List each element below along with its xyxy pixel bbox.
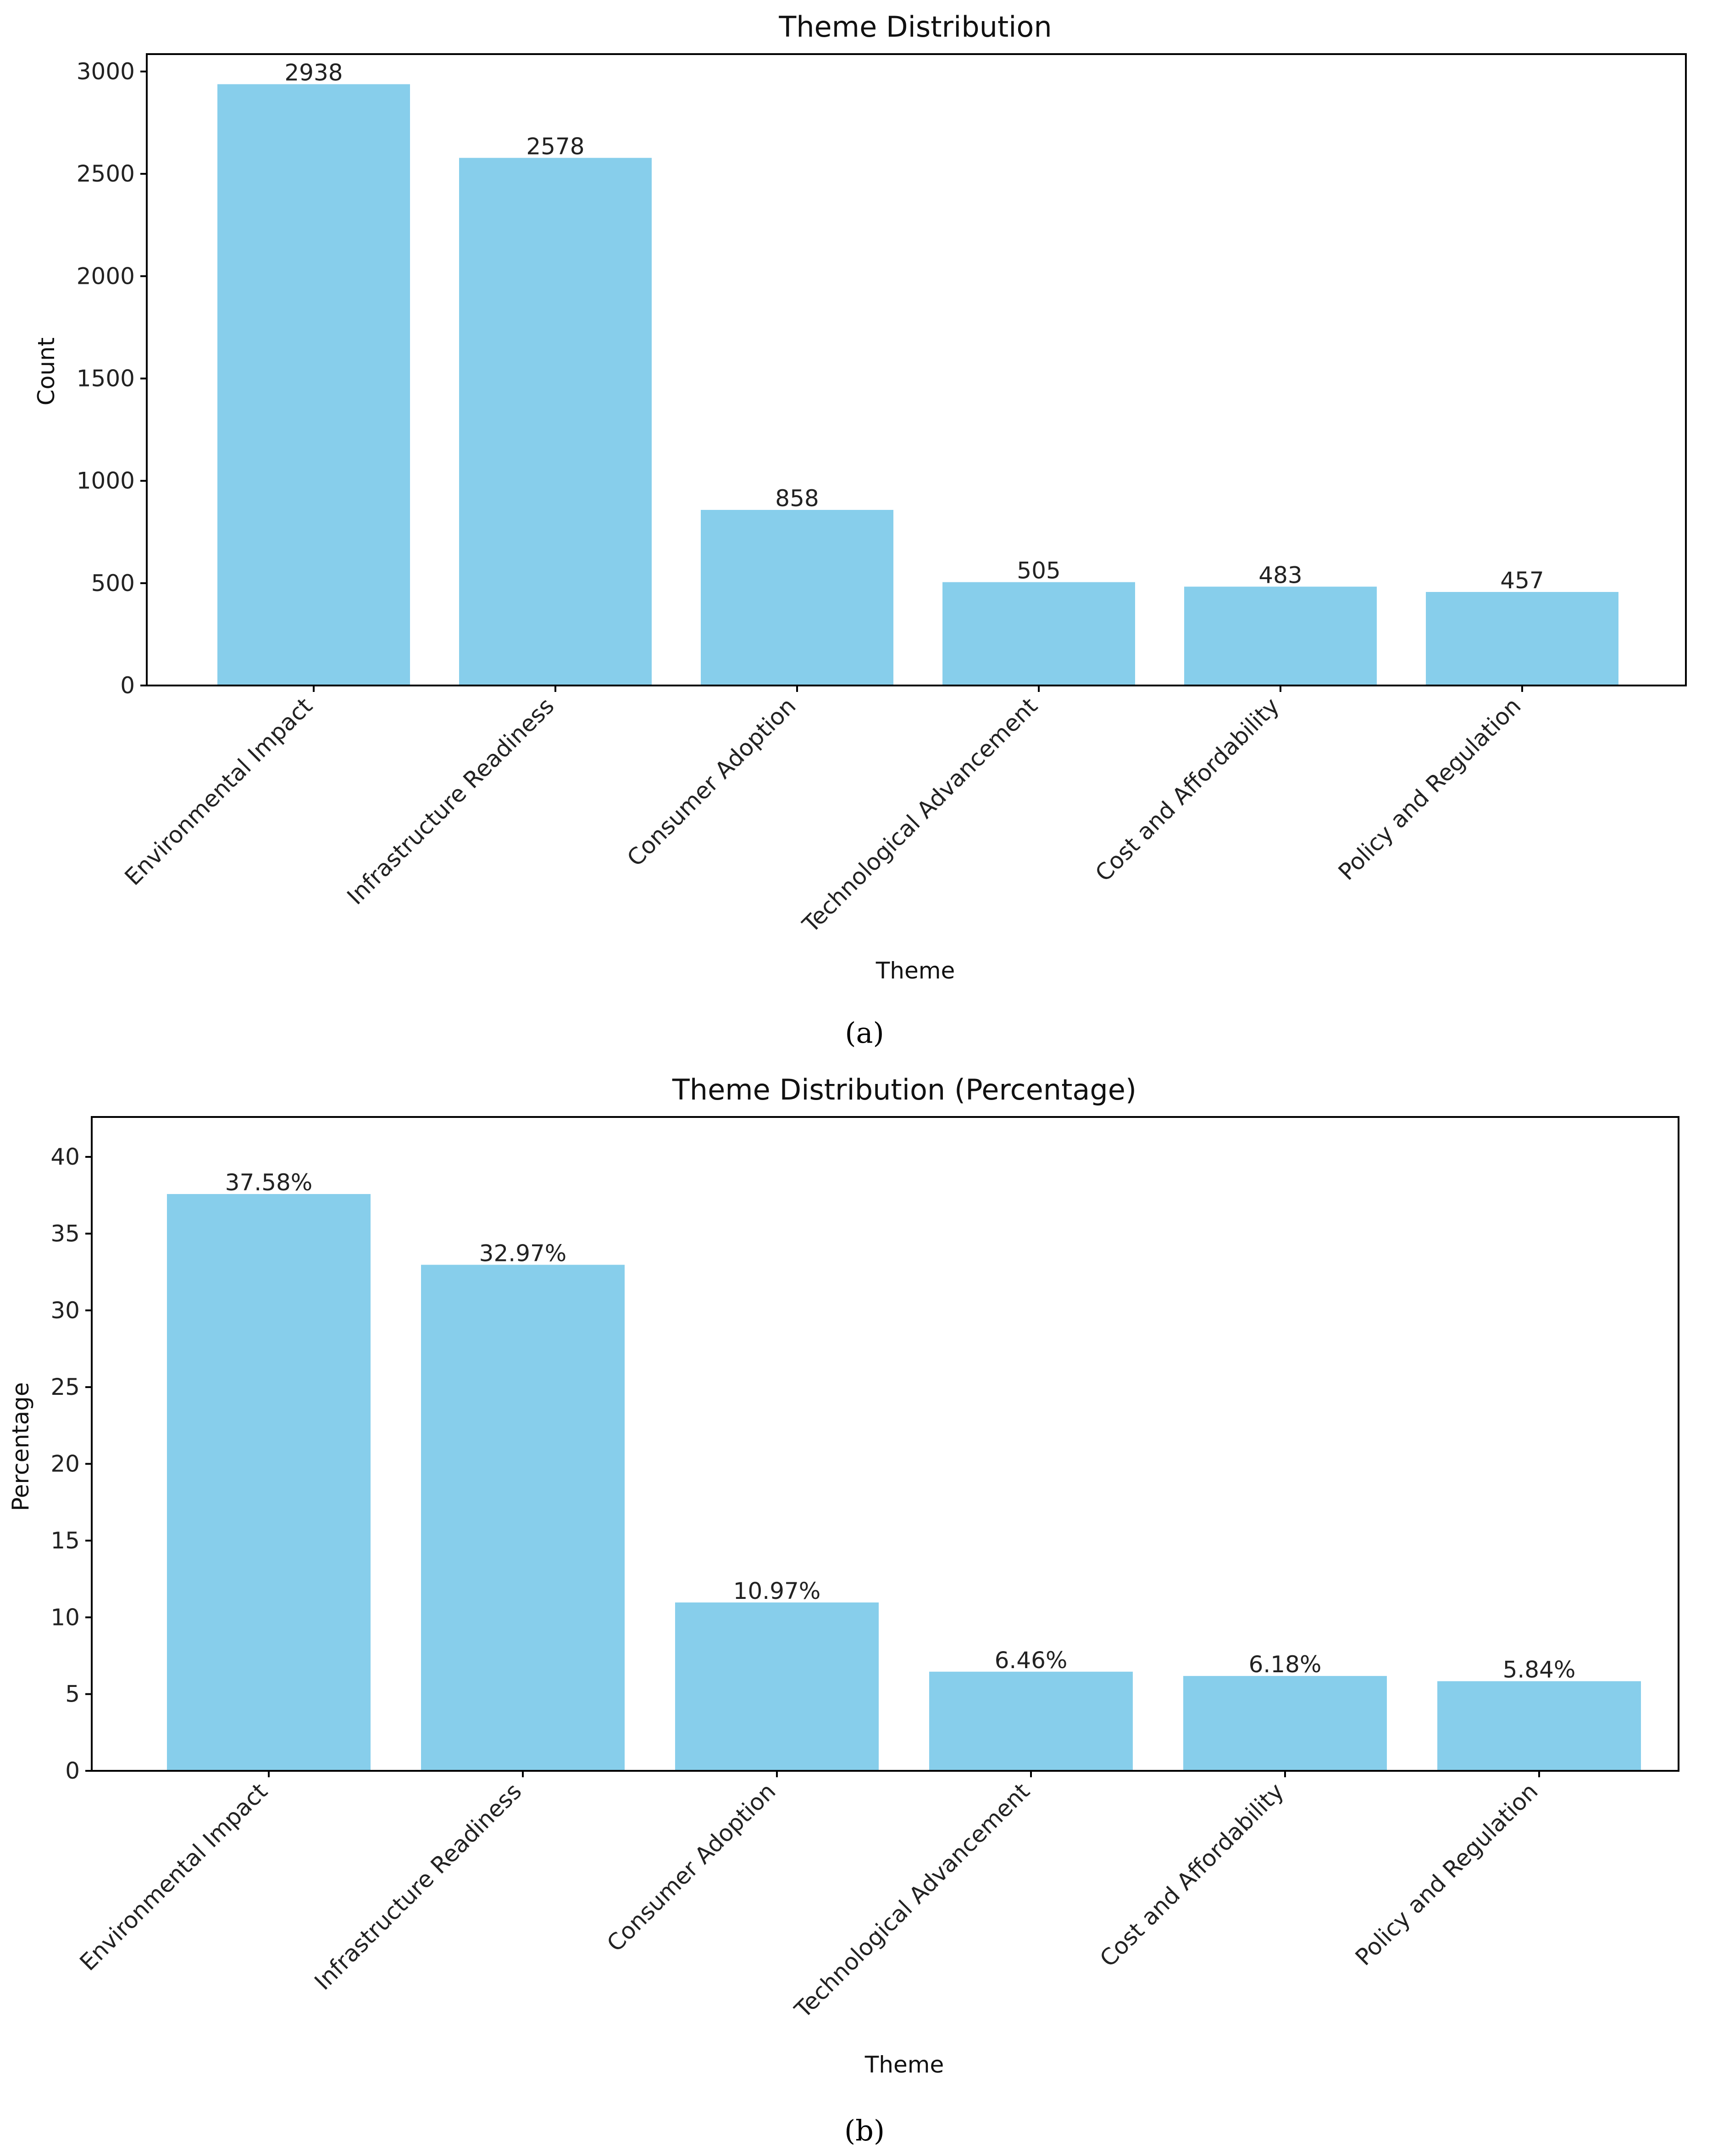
bar-value-label: 10.97% [733,1578,821,1604]
y-tick-label: 30 [50,1297,80,1324]
bar [1184,586,1377,685]
y-tick-label: 0 [65,1758,80,1784]
bar [167,1194,371,1771]
y-tick-label: 25 [50,1374,80,1400]
plot-area-frame [146,53,1687,686]
panel-caption-a: (a) [0,1019,1729,1047]
y-tick-label: 1500 [77,365,135,392]
y-tick-label: 35 [50,1220,80,1247]
x-axis-label: Theme [876,957,955,984]
y-tick-label: 10 [50,1604,80,1631]
bar-value-label: 457 [1500,567,1544,594]
y-axis-label: Count [33,337,60,406]
x-tick-label: Infrastructure Readiness [310,1778,527,1995]
y-tick-label: 20 [50,1451,80,1477]
x-tick-label: Policy and Regulation [1333,692,1526,885]
x-tick-label: Policy and Regulation [1350,1778,1543,1970]
bar [459,158,652,685]
y-tick-label: 2500 [77,160,135,187]
bar-value-label: 858 [775,485,819,512]
y-axis-label: Percentage [7,1382,34,1511]
bar [217,84,410,686]
bar [929,1671,1133,1771]
x-tick-label: Environmental Impact [75,1778,273,1976]
x-tick-label: Technological Advancement [797,692,1042,938]
chart-title: Theme Distribution (Percentage) [672,1073,1136,1106]
bar-value-label: 6.46% [995,1647,1068,1674]
chart-title: Theme Distribution [778,10,1052,44]
x-tick-label: Consumer Adoption [622,692,801,871]
plot-area-frame [91,1116,1679,1772]
y-tick-label: 5 [65,1681,80,1708]
bar-value-label: 483 [1258,562,1302,588]
caption-text: (b) [844,2114,885,2147]
bar-value-label: 6.18% [1249,1651,1322,1678]
bar [421,1265,625,1771]
x-tick-label: Environmental Impact [120,692,318,890]
bar-value-label: 2938 [284,60,343,86]
bar-value-label: 5.84% [1503,1657,1576,1683]
bar [942,582,1135,685]
bar [1426,592,1618,685]
bar [1183,1676,1387,1771]
y-tick-label: 0 [120,672,135,699]
y-tick-label: 2000 [77,263,135,289]
chart-panel-a: Theme Distribution Count Theme 2938 2578 8… [33,10,1687,984]
bar [1437,1681,1641,1771]
bar-value-label: 37.58% [225,1169,313,1196]
y-tick-label: 40 [50,1144,80,1170]
bar [701,510,893,685]
y-tick-label: 1000 [77,468,135,494]
caption-text: (a) [845,1016,884,1050]
x-tick-label: Consumer Adoption [602,1778,781,1957]
x-tick-label: Cost and Affordability [1090,692,1285,887]
x-tick-label: Infrastructure Readiness [342,692,560,910]
x-axis-label: Theme [864,2051,944,2078]
y-tick-label: 3000 [77,58,135,85]
bar-value-label: 32.97% [479,1240,567,1266]
y-tick-label: 500 [91,570,135,597]
panel-caption-b: (b) [0,2117,1729,2145]
chart-panel-b: Theme Distribution (Percentage) Percenta… [7,1073,1679,2078]
x-tick-label: Cost and Affordability [1095,1778,1289,1972]
x-tick-label: Technological Advancement [789,1778,1035,2023]
y-tick-label: 15 [50,1527,80,1554]
bar-value-label: 2578 [526,133,584,160]
bar-value-label: 505 [1017,558,1060,584]
bar [675,1602,879,1771]
